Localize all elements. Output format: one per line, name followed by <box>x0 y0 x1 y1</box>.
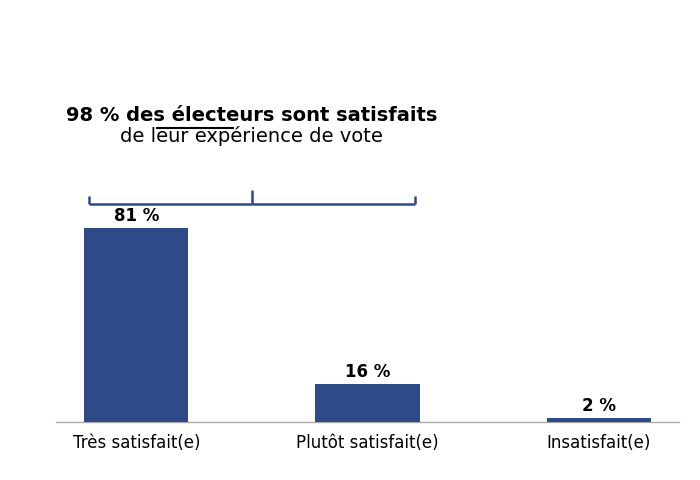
Text: de leur expérience de vote: de leur expérience de vote <box>120 126 384 146</box>
Bar <box>84 228 188 422</box>
Bar <box>547 418 651 422</box>
Text: 2 %: 2 % <box>582 396 616 415</box>
Text: 16 %: 16 % <box>345 363 390 381</box>
Text: 81 %: 81 % <box>113 207 159 225</box>
Bar <box>316 384 419 422</box>
Text: 98 % des électeurs sont satisfaits: 98 % des électeurs sont satisfaits <box>66 106 438 125</box>
